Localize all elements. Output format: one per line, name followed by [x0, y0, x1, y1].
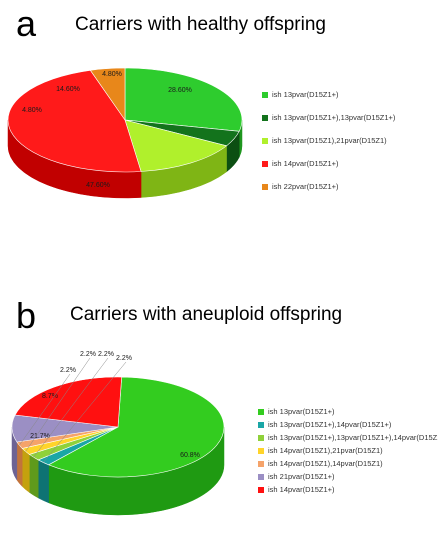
- legend: ish 13pvar(D15Z1+) ish 13pvar(D15Z1+),13p…: [262, 90, 396, 191]
- data-label-1: 60.8%: [180, 452, 200, 459]
- legend-swatch-4: [262, 161, 268, 167]
- legend-swatch-4: [258, 448, 264, 454]
- data-label-1: 28.60%: [168, 87, 192, 94]
- legend-label-4: ish 14pvar(D15Z1+): [272, 159, 339, 168]
- data-label-2: 4.80%: [102, 71, 122, 78]
- pie-slice-3: [124, 119, 228, 172]
- legend-label-2: ish 13pvar(D15Z1+),14pvar(D15Z1+): [268, 420, 392, 429]
- data-label-2: 2.2%: [116, 355, 132, 362]
- data-label-6: 8.7%: [42, 393, 58, 400]
- legend-label-3: ish 13pvar(D15Z1),21pvar(D15Z1): [272, 136, 387, 145]
- pie-slice-1: [124, 67, 243, 132]
- pie-top: [7, 67, 243, 173]
- legend-label-6: ish 21pvar(D15Z1+): [268, 472, 335, 481]
- legend-swatch-5: [258, 461, 264, 467]
- data-label-5: 4.80%: [22, 107, 42, 114]
- pie-slice-7: [14, 376, 123, 428]
- data-label-4: 2.2%: [80, 351, 96, 358]
- panel-letter-a: a: [16, 3, 37, 44]
- pie-side-3: [29, 453, 39, 499]
- leader-line-2: [43, 361, 127, 463]
- pie-side-walls: [7, 119, 243, 199]
- panel-b: b Carriers with aneuploid offspring 60.8…: [0, 290, 438, 550]
- data-label-7: 21.7%: [30, 433, 50, 440]
- pie-slice-5: [89, 67, 126, 121]
- legend-label-7: ish 14pvar(D15Z1+): [268, 485, 335, 494]
- panel-letter-b: b: [16, 295, 37, 336]
- pie-slice-1: [47, 376, 225, 478]
- legend-label-3: ish 13pvar(D15Z1+),13pvar(D15Z1+),14pvar…: [268, 433, 438, 442]
- legend-swatch-2: [258, 422, 264, 428]
- legend: ish 13pvar(D15Z1+) ish 13pvar(D15Z1+),14p…: [258, 407, 438, 494]
- pie-side-2: [37, 459, 49, 504]
- panel-a: a Carriers with healthy offspring 28.60%…: [7, 3, 396, 199]
- leader-line-3: [33, 357, 109, 458]
- chart-title-a: Carriers with healthy offspring: [75, 14, 326, 35]
- legend-label-1: ish 13pvar(D15Z1+): [272, 90, 339, 99]
- legend-label-4: ish 14pvar(D15Z1),21pvar(D15Z1): [268, 446, 383, 455]
- legend-swatch-6: [258, 474, 264, 480]
- data-label-3: 14.60%: [56, 86, 80, 93]
- legend-swatch-3: [262, 138, 268, 144]
- data-label-4: 47.60%: [86, 182, 110, 189]
- legend-swatch-3: [258, 435, 264, 441]
- pie-chart-a: 28.60% 4.80% 14.60% 47.60% 4.80% ish 13pvar(D…: [7, 67, 396, 199]
- chart-title-b: Carriers with aneuploid offspring: [70, 304, 343, 325]
- legend-swatch-5: [262, 184, 268, 190]
- leader-line-4: [25, 357, 91, 452]
- pie-side-4: [21, 447, 30, 493]
- data-labels: 28.60% 4.80% 14.60% 47.60% 4.80%: [22, 71, 192, 189]
- legend-swatch-1: [262, 92, 268, 98]
- legend-label-2: ish 13pvar(D15Z1+),13pvar(D15Z1+): [272, 113, 396, 122]
- pie-side-walls: [11, 426, 225, 516]
- legend-label-5: ish 14pvar(D15Z1),14pvar(D15Z1): [268, 459, 383, 468]
- pie-side-5: [16, 441, 23, 488]
- pie-top: [11, 376, 225, 478]
- legend-swatch-7: [258, 487, 264, 493]
- legend-swatch-2: [262, 115, 268, 121]
- data-labels: 60.8%2.2%2.2%2.2%2.2%8.7%21.7%: [19, 351, 200, 463]
- legend-swatch-1: [258, 409, 264, 415]
- pie-chart-b: 60.8%2.2%2.2%2.2%2.2%8.7%21.7%ish 13pvar…: [11, 351, 438, 516]
- data-label-3: 2.2%: [98, 351, 114, 358]
- data-label-5: 2.2%: [60, 367, 76, 374]
- legend-label-5: ish 22pvar(D15Z1+): [272, 182, 339, 191]
- leader-line-5: [19, 373, 71, 446]
- legend-label-1: ish 13pvar(D15Z1+): [268, 407, 335, 416]
